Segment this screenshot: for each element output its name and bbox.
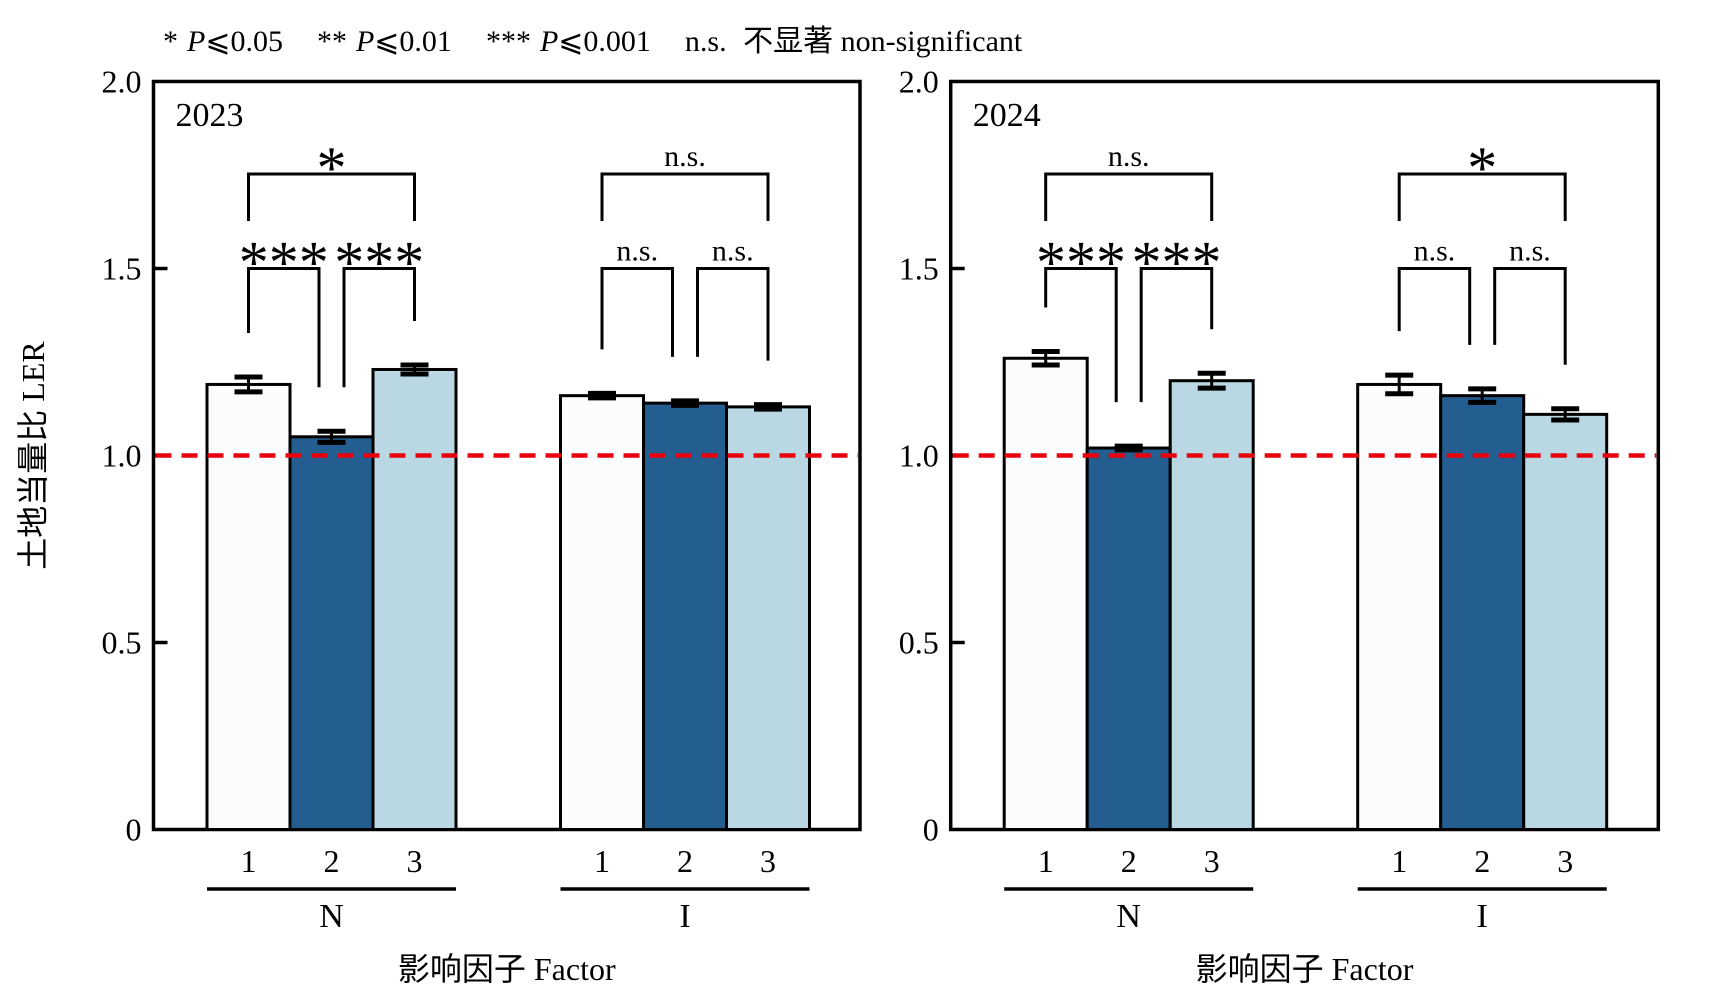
bar-N1-2024 xyxy=(1002,356,1089,831)
bar-I1-2023 xyxy=(559,394,645,831)
bar-N3-2024 xyxy=(1168,379,1255,831)
group-label-I: I xyxy=(1477,898,1488,935)
x-tick-label: 2 xyxy=(1474,843,1490,879)
sig-label-stars: *** xyxy=(1131,230,1221,296)
bar-I3-2023 xyxy=(725,405,811,831)
bar-N1-2023 xyxy=(205,382,292,831)
sig-bracket-N12-2023 xyxy=(247,267,321,388)
y-tick-label: 1.0 xyxy=(899,438,939,474)
sig-label-stars: *** xyxy=(239,230,329,296)
x-tick-label: 3 xyxy=(760,843,776,879)
y-tick-label: 1.5 xyxy=(899,251,939,287)
x-tick-label: 1 xyxy=(594,843,610,879)
sig-bracket-I23-2023 xyxy=(696,267,770,361)
x-tick-label: 3 xyxy=(407,843,423,879)
bar-I1-2024 xyxy=(1356,382,1443,831)
triple-star-marker: *** xyxy=(485,25,531,58)
significance-legend: * P⩽0.05 ** P⩽0.01 *** P⩽0.001 n.s. 不显著 non… xyxy=(163,16,1056,60)
x-tick-label: 1 xyxy=(241,843,257,879)
legend-item-p005: * P⩽0.05 xyxy=(163,25,283,58)
sig-label-ns: n.s. xyxy=(1414,235,1456,268)
bar-I3-2024 xyxy=(1522,412,1609,831)
bar-N2-2024 xyxy=(1085,446,1172,831)
group-label-I: I xyxy=(679,898,690,935)
ns-marker: n.s. xyxy=(684,25,727,58)
legend-item-p0001: *** P⩽0.001 xyxy=(485,25,651,58)
x-tick-label: 2 xyxy=(324,843,340,879)
sig-bracket-I13-2023 xyxy=(600,172,770,221)
sig-bracket-N23-2024 xyxy=(1139,267,1214,403)
sig-label-ns: n.s. xyxy=(664,140,706,173)
y-tick-label: 0.5 xyxy=(102,625,142,661)
sig-label-stars: *** xyxy=(1036,230,1126,296)
sig-label-stars: * xyxy=(317,135,347,201)
legend-item-p001: ** P⩽0.01 xyxy=(316,25,452,58)
x-tick-label: 2 xyxy=(1121,843,1137,879)
sig-bracket-N12-2024 xyxy=(1044,267,1118,403)
sig-bracket-N23-2023 xyxy=(342,267,416,388)
y-tick-label: 2.0 xyxy=(899,64,939,100)
sig-label-ns: n.s. xyxy=(616,235,658,268)
double-star-marker: ** xyxy=(316,25,347,58)
sig-bracket-I12-2024 xyxy=(1397,267,1472,345)
sig-bracket-N13-2023 xyxy=(247,172,416,221)
star-marker: * xyxy=(163,25,178,58)
group-label-N: N xyxy=(1116,898,1141,935)
bar-I2-2024 xyxy=(1439,394,1526,831)
x-tick-label: 3 xyxy=(1204,843,1220,879)
bar-I2-2023 xyxy=(642,401,728,831)
sig-label-ns: n.s. xyxy=(1509,235,1551,268)
sig-label-ns: n.s. xyxy=(1108,140,1150,173)
legend-item-ns: n.s. 不显著 non-significant xyxy=(684,25,1023,58)
y-tick-label: 1.5 xyxy=(102,251,142,287)
sig-bracket-I12-2023 xyxy=(600,267,674,357)
panel-year-label: 2024 xyxy=(973,97,1041,134)
sig-label-ns: n.s. xyxy=(712,235,754,268)
sig-bracket-N13-2024 xyxy=(1044,172,1214,221)
y-tick-label: 1.0 xyxy=(102,438,142,474)
x-tick-label: 3 xyxy=(1557,843,1573,879)
bar-N3-2023 xyxy=(371,367,458,831)
panel-year-label: 2023 xyxy=(176,97,244,134)
x-axis-title: 影响因子 Factor xyxy=(398,951,616,987)
sig-bracket-I13-2024 xyxy=(1397,172,1567,221)
group-label-N: N xyxy=(319,898,344,935)
x-axis-title: 影响因子 Factor xyxy=(1196,951,1414,987)
x-tick-label: 2 xyxy=(677,843,693,879)
sig-label-stars: *** xyxy=(334,230,424,296)
x-tick-label: 1 xyxy=(1391,843,1407,879)
y-tick-label: 2.0 xyxy=(102,64,142,100)
sig-label-stars: * xyxy=(1467,135,1497,201)
y-axis-title: 土地当量比 LER xyxy=(15,341,51,570)
y-tick-label: 0.5 xyxy=(899,625,939,661)
x-tick-label: 1 xyxy=(1038,843,1054,879)
y-tick-label: 0 xyxy=(126,812,142,848)
sig-bracket-I23-2024 xyxy=(1493,267,1567,365)
bar-N2-2023 xyxy=(288,435,375,831)
y-tick-label: 0 xyxy=(923,812,939,848)
